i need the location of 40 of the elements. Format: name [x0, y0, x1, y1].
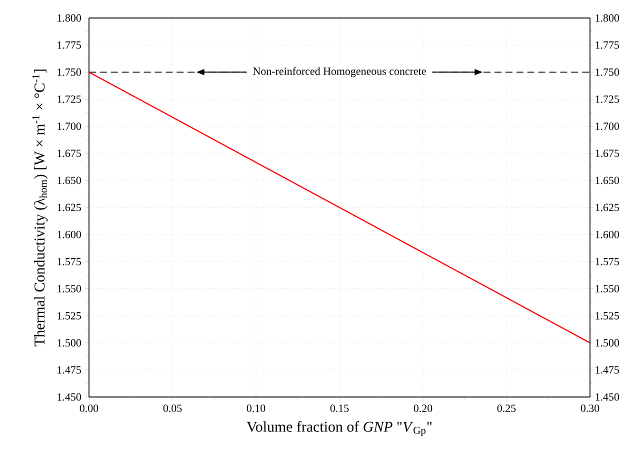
x-tick-label: 0.00 — [80, 404, 98, 412]
y2-tick-label: 1.525 — [596, 312, 619, 320]
y-tick-label: 1.475 — [58, 366, 81, 374]
x-tick-label: 0.20 — [414, 404, 432, 412]
y-tick-label: 1.600 — [58, 230, 81, 238]
y-tick-label: 1.625 — [58, 204, 81, 212]
x-tick-label: 0.05 — [163, 404, 182, 412]
y-tick-label: 1.675 — [58, 150, 81, 158]
y2-tick-label: 1.500 — [596, 339, 620, 347]
y2-tick-label: 1.725 — [596, 96, 619, 103]
y-tick-label: 1.575 — [58, 258, 81, 266]
y2-tick-label: 1.625 — [596, 204, 619, 212]
x-tick-label: 0.10 — [246, 404, 266, 412]
y2-tick-label: 1.675 — [596, 150, 619, 158]
y-tick-label: 1.700 — [58, 122, 81, 130]
y2-tick-label: 1.750 — [596, 68, 620, 76]
y2-tick-label: 1.700 — [596, 122, 620, 130]
y2-tick-label: 1.800 — [596, 14, 620, 22]
y2-tick-label: 1.550 — [596, 285, 620, 292]
x-axis-title: Volume fraction of GNP "V$_{Gp}$" — [246, 421, 432, 436]
y-tick-label: 1.525 — [58, 312, 81, 320]
x-tick-label: 0.25 — [497, 404, 516, 412]
y2-tick-label: 1.475 — [596, 366, 619, 374]
y-tick-label: 1.775 — [58, 41, 81, 49]
x-tick-label: 0.15 — [330, 404, 349, 412]
y-tick-label: 1.750 — [58, 68, 81, 76]
y-tick-label: 1.800 — [58, 14, 81, 22]
y-tick-label: 1.725 — [58, 96, 81, 103]
y-tick-label: 1.500 — [58, 339, 81, 347]
y-axis-title: Thermal Conductivity (λ$_{hom}$) [W × m$^{-1}$ × °C$^{-1}$] — [32, 70, 48, 346]
ref-line-label: Non-reinforced Homogeneous concrete — [253, 67, 426, 78]
y2-tick-label: 1.450 — [596, 393, 620, 401]
y2-tick-label: 1.650 — [596, 176, 620, 184]
y-tick-label: 1.450 — [58, 393, 81, 401]
y2-tick-label: 1.775 — [596, 41, 619, 49]
y2-tick-label: 1.600 — [596, 230, 620, 238]
y-tick-label: 1.650 — [58, 176, 81, 184]
y2-tick-label: 1.575 — [596, 258, 619, 266]
x-tick-label: 0.30 — [580, 404, 600, 412]
y-tick-label: 1.550 — [58, 285, 81, 292]
